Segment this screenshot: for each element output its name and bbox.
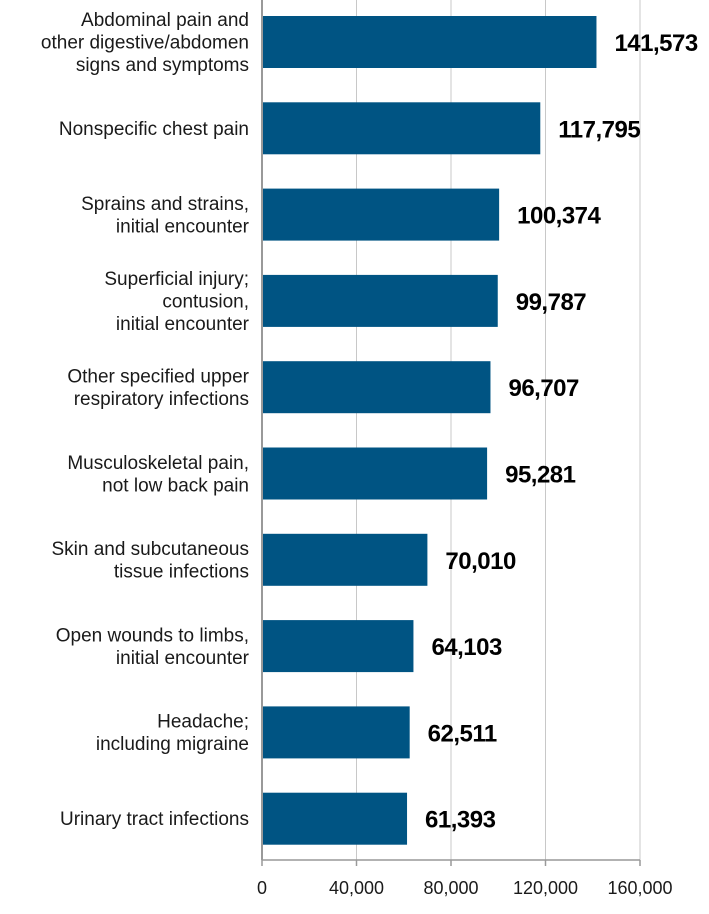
bar-value-label: 70,010: [445, 548, 516, 575]
category-label: Open wounds to limbs, initial encounter: [56, 625, 250, 669]
bar-value-label: 95,281: [505, 462, 576, 489]
bar: [262, 792, 408, 845]
category-label: Nonspecific chest pain: [59, 119, 249, 140]
x-tick-label: 40,000: [329, 878, 384, 898]
bar: [262, 706, 410, 759]
value-labels: 141,573 117,795 100,374 99,787 96,707 95,281 7…: [425, 30, 698, 834]
category-label: Urinary tract infections: [60, 809, 249, 830]
bar-value-label: 100,374: [517, 203, 601, 230]
bar: [262, 361, 491, 414]
bar: [262, 16, 597, 68]
category-label: Superficial injury; contusion, initial enc…: [104, 269, 249, 335]
bars: [262, 16, 597, 845]
x-tick-labels: 0 40,000 80,000 120,000 160,000: [257, 878, 673, 898]
bar: [262, 274, 498, 327]
x-tick-label: 80,000: [423, 878, 478, 898]
category-label: Headache; including migraine: [96, 712, 249, 756]
bar: [262, 533, 428, 586]
bar-value-label: 141,573: [614, 30, 697, 57]
category-label: Musculoskeletal pain, not low back pain: [67, 453, 249, 497]
bar: [262, 447, 488, 500]
bar-value-label: 62,511: [428, 720, 497, 747]
bar-value-label: 96,707: [508, 375, 579, 402]
category-label: Abdominal pain and other digestive/abdome…: [41, 10, 249, 76]
bar: [262, 620, 414, 673]
bar-value-label: 64,103: [431, 634, 502, 661]
x-tick-label: 120,000: [513, 878, 578, 898]
category-labels: Abdominal pain and other digestive/abdome…: [41, 10, 250, 830]
bar-value-label: 117,795: [558, 116, 640, 143]
category-label: Skin and subcutaneous tissue infections: [51, 539, 249, 583]
bar: [262, 188, 500, 241]
category-label: Other specified upper respiratory infecti…: [67, 366, 249, 410]
x-tick-label: 160,000: [607, 878, 672, 898]
x-tick-label: 0: [257, 878, 267, 898]
bar: [262, 102, 541, 155]
category-label: Sprains and strains, initial encounter: [81, 194, 250, 238]
bar-value-label: 61,393: [425, 807, 496, 834]
axes: [261, 0, 641, 866]
bar-value-label: 99,787: [516, 289, 587, 316]
